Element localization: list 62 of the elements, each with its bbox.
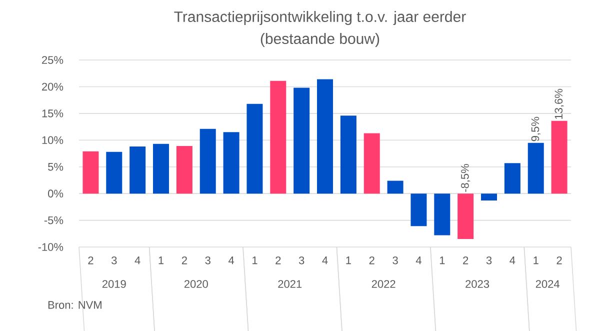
y-tick-label: 0% — [48, 190, 64, 198]
y-tick-label: -10% — [38, 243, 64, 251]
x-tick-label: 1 — [252, 256, 258, 264]
bar — [200, 128, 216, 194]
x-tick-label: 1 — [440, 256, 445, 264]
bar — [481, 194, 498, 201]
bar — [106, 152, 122, 194]
x-tick-label: 2 — [88, 256, 94, 264]
data-label: -8,5% — [461, 164, 470, 192]
x-tick-label: 4 — [416, 256, 422, 264]
bar — [340, 116, 356, 194]
bar — [294, 88, 310, 194]
bar — [458, 194, 474, 239]
x-tick-label: 3 — [205, 256, 210, 264]
x-tick-label: 4 — [510, 256, 516, 264]
x-tick-label: 3 — [298, 256, 304, 264]
bar — [153, 144, 170, 194]
bar — [387, 180, 404, 194]
x-tick-label: 3 — [392, 256, 398, 264]
text: 2020 — [184, 280, 208, 288]
x-tick-label: 4 — [322, 256, 328, 264]
bar — [434, 194, 450, 236]
y-tick-label: 10% — [42, 136, 64, 144]
bar — [176, 146, 192, 194]
y-tick-label: 15% — [42, 110, 64, 118]
y-tick-label: -5% — [44, 216, 64, 224]
x-tick-label: 1 — [158, 256, 164, 264]
chart-subtitle: (bestaande bouw) — [260, 33, 380, 47]
bar — [246, 104, 263, 194]
x-tick-label: 2 — [182, 256, 187, 264]
data-label: 9,5% — [531, 116, 540, 142]
y-tick-label: 20% — [42, 82, 64, 91]
text: Bron: NVM — [48, 301, 102, 309]
bar — [551, 120, 568, 194]
bar — [528, 142, 544, 194]
x-tick-label: 3 — [112, 256, 117, 264]
bar — [317, 79, 334, 194]
bar — [223, 132, 240, 194]
text: 2024 — [536, 280, 560, 288]
y-tick-label: 25% — [42, 56, 64, 64]
chart-title: Transactieprijsontwikkeling t.o.v. jaar eerder — [174, 11, 466, 25]
data-label: 13,6% — [554, 88, 564, 119]
bar — [270, 80, 286, 194]
bar — [504, 163, 520, 194]
text: 2022 — [372, 280, 396, 288]
x-tick-label: 4 — [228, 256, 234, 264]
text: 2021 — [278, 280, 302, 288]
x-tick-label: 1 — [534, 256, 538, 264]
x-tick-label: 2 — [556, 256, 562, 264]
x-tick-label: 3 — [486, 256, 492, 264]
bar — [130, 146, 146, 194]
x-tick-label: 2 — [463, 256, 468, 264]
text: 2019 — [102, 280, 126, 288]
x-tick-label: 2 — [369, 256, 374, 264]
x-tick-label: 2 — [276, 256, 281, 264]
bar — [364, 133, 380, 194]
x-tick-label: 4 — [134, 256, 140, 264]
y-tick-label: 5% — [48, 162, 64, 171]
text: 2023 — [466, 280, 490, 288]
x-tick-label: 1 — [346, 256, 351, 264]
bar — [410, 194, 427, 226]
bar — [82, 151, 99, 194]
